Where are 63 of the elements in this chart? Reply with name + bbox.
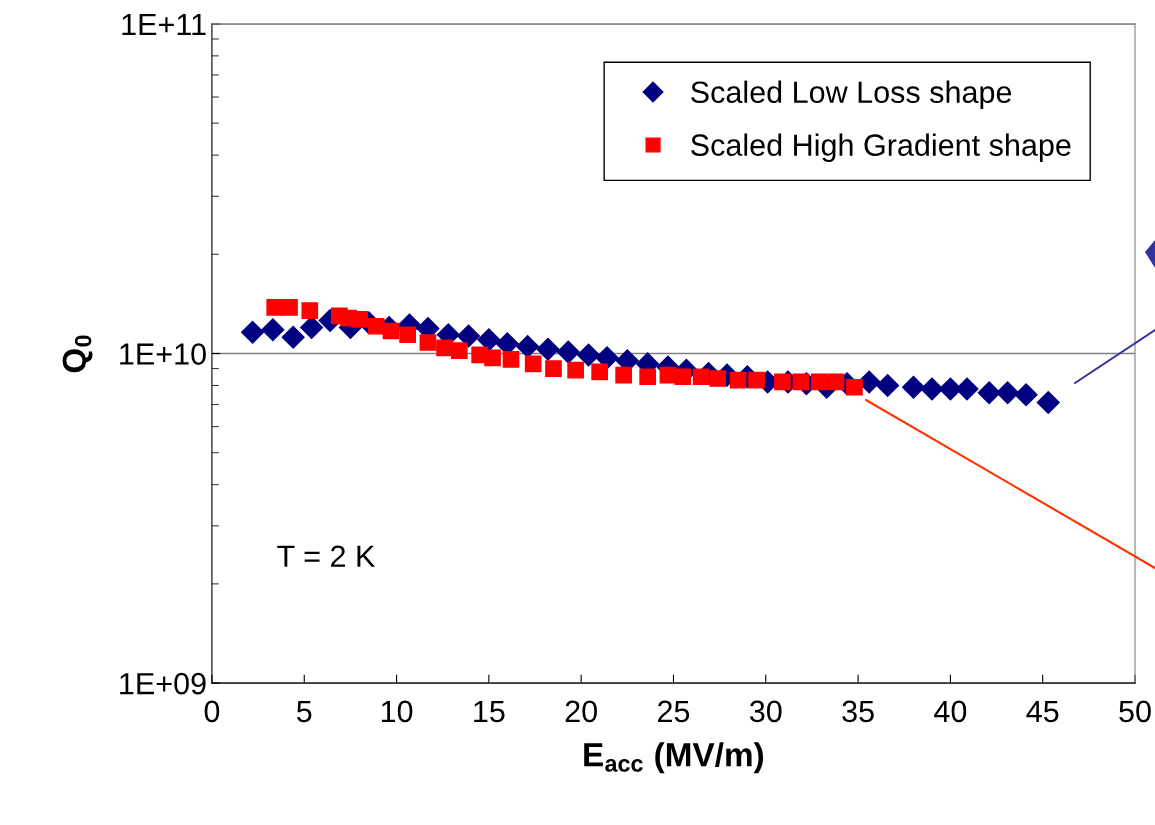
point — [484, 349, 501, 367]
point — [567, 361, 584, 379]
point — [748, 371, 765, 389]
y-tick-label: 1E+10 — [120, 343, 206, 365]
point — [477, 328, 501, 352]
legend-label: Scaled Low Loss shape — [691, 80, 1012, 110]
point — [261, 318, 285, 342]
x-tick-label: 30 — [749, 700, 782, 723]
point — [901, 375, 925, 399]
legend-label: Scaled High Gradient shape — [691, 133, 1071, 163]
point — [399, 326, 416, 344]
x-tick-label: 0 — [204, 700, 220, 723]
point — [502, 351, 520, 368]
point — [955, 377, 979, 401]
point — [351, 310, 368, 328]
point — [556, 340, 580, 364]
point — [615, 366, 632, 384]
point — [639, 368, 656, 386]
x-axis-title: E$_{acc}$ (MV/m) — [584, 742, 764, 774]
point — [938, 377, 962, 401]
point — [674, 368, 692, 386]
point — [281, 325, 305, 349]
x-tick-label: 10 — [381, 700, 413, 723]
point — [996, 381, 1020, 405]
point — [450, 342, 468, 360]
x-tick-label: 25 — [658, 700, 690, 723]
point — [729, 371, 747, 389]
x-tick-label: 15 — [474, 700, 505, 723]
point — [792, 373, 810, 391]
x-tick-label: 20 — [565, 700, 597, 723]
point — [419, 334, 437, 351]
point — [281, 299, 298, 316]
x-tick-label: 35 — [842, 700, 874, 723]
point — [876, 373, 900, 397]
point — [1014, 383, 1038, 407]
point — [367, 317, 385, 335]
point — [827, 373, 845, 391]
point — [692, 368, 710, 386]
point — [241, 320, 265, 344]
x-tick-label: 40 — [934, 700, 967, 723]
point — [301, 302, 319, 319]
point — [524, 355, 542, 373]
y-tick-label: 1E+09 — [120, 672, 206, 695]
point — [545, 360, 562, 377]
point — [536, 337, 560, 361]
point — [1036, 391, 1060, 415]
x-tick-label: 45 — [1026, 700, 1059, 723]
point — [709, 370, 727, 387]
point — [457, 324, 481, 348]
point — [846, 378, 863, 396]
x-tick-label: 5 — [296, 700, 312, 723]
point — [266, 299, 284, 316]
point — [382, 322, 400, 340]
y-axis-title: Q$_{0}$ — [62, 335, 93, 373]
point — [591, 363, 608, 381]
point — [774, 373, 791, 391]
point — [977, 381, 1001, 405]
x-tick-label: 50 — [1119, 700, 1151, 723]
point — [516, 335, 540, 359]
point — [577, 343, 601, 367]
annotation: T = 2 K — [277, 545, 376, 567]
y-tick-label: 1E+11 — [122, 13, 206, 35]
point — [920, 377, 944, 401]
